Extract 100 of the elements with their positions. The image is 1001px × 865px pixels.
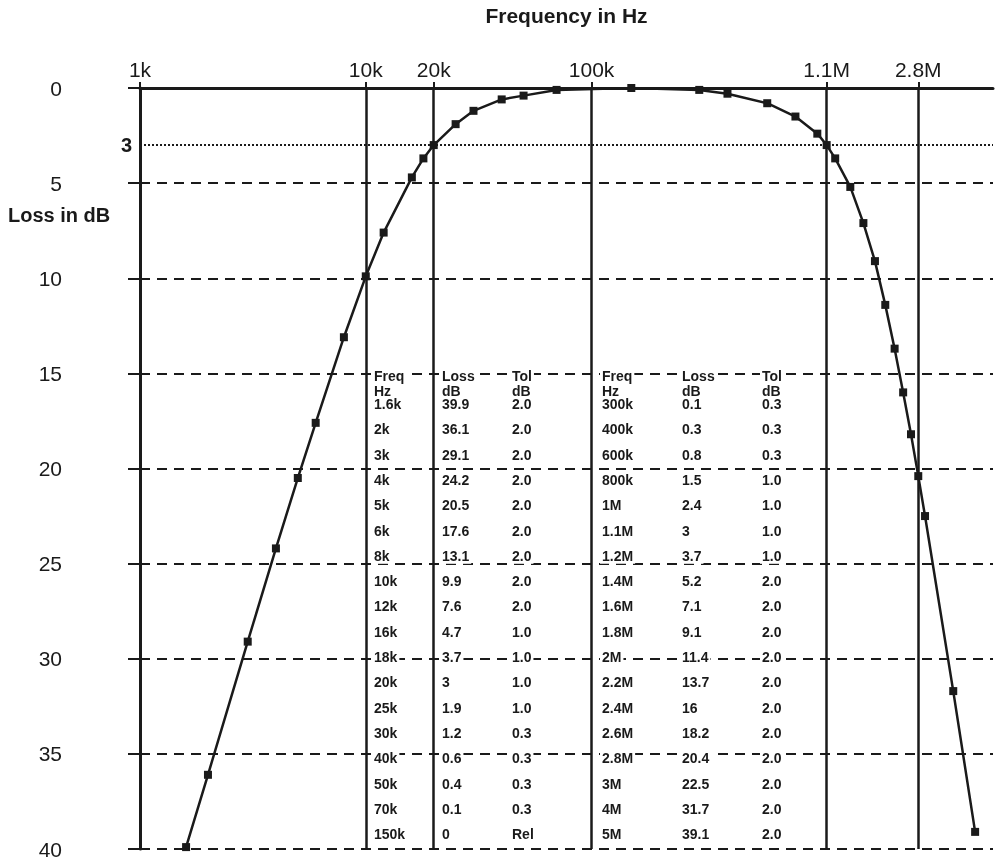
annotation: 24.2 — [442, 471, 470, 488]
annotation: 17.6 — [442, 522, 470, 539]
annotation: Hz — [602, 383, 620, 399]
annotation: 300k — [602, 396, 634, 412]
annotation: Loss — [682, 368, 715, 384]
x-tick-label: 2.8M — [894, 58, 942, 81]
annotation: Rel — [512, 826, 534, 843]
annotation: 7.6 — [442, 598, 462, 615]
annotation: 0.6 — [442, 750, 462, 767]
annotation: 2.0 — [512, 446, 532, 463]
annotation: 5M — [602, 826, 622, 843]
annotation: 3 — [682, 522, 690, 539]
annotation: 3.7 — [442, 649, 462, 665]
annotation: dB — [762, 383, 781, 399]
x-tick-label: 1k — [128, 58, 152, 81]
annotation: 0.3 — [512, 800, 532, 817]
annotation: 1.5 — [682, 471, 702, 488]
annotation: 20.5 — [442, 497, 470, 514]
annotation: 1M — [602, 497, 622, 514]
annotation: 2.0 — [512, 522, 532, 539]
annotation: 4M — [602, 800, 622, 817]
annotation: 39.1 — [682, 826, 710, 843]
annotation: dB — [682, 383, 701, 399]
annotation: 9.9 — [442, 573, 462, 590]
annotation: 1.6M — [602, 598, 634, 615]
y-tick-label: 25 — [38, 552, 62, 576]
annotation: 2.0 — [762, 724, 782, 741]
annotation: 800k — [602, 471, 634, 488]
annotation: 4k — [374, 471, 390, 488]
annotation: 400k — [602, 421, 634, 438]
annotation: 0.4 — [442, 775, 462, 792]
annotation: 3k — [374, 446, 390, 463]
x-tick-label: 10k — [348, 58, 384, 81]
annotation: 2.0 — [512, 471, 532, 488]
annotation: 31.7 — [682, 800, 710, 817]
annotation: 1.0 — [762, 497, 782, 514]
annotation: 1.0 — [762, 547, 782, 564]
annotation: 1.1M — [602, 522, 634, 539]
annotation: 20k — [374, 674, 398, 691]
annotation: 2.0 — [762, 800, 782, 817]
annotation: Loss — [442, 368, 475, 384]
annotation: 12k — [374, 598, 398, 615]
annotation: 0.3 — [512, 750, 532, 767]
annotation: 2.4 — [682, 497, 702, 514]
annotation: 5k — [374, 497, 390, 514]
annotation: 0.1 — [682, 396, 702, 412]
y-tick-label: 30 — [38, 647, 62, 671]
annotation: 1.0 — [512, 623, 532, 640]
annotation: 1.8M — [602, 623, 634, 640]
annotation: 2.0 — [762, 674, 782, 691]
y-axis-title: Loss in dB — [8, 204, 111, 226]
y-tick-label: 10 — [38, 266, 62, 290]
annotation: 2.0 — [762, 573, 782, 590]
annotation: 0.3 — [762, 446, 782, 463]
ref-line-label: 3 — [120, 134, 132, 157]
annotation: 13.1 — [442, 547, 470, 564]
y-tick-label: 20 — [38, 457, 62, 480]
annotation: 0.3 — [762, 396, 782, 412]
annotation: 6k — [374, 522, 390, 539]
annotation: 30k — [374, 724, 398, 741]
annotation: 3M — [602, 775, 622, 792]
annotation: 9.1 — [682, 623, 702, 640]
y-tick-label: 40 — [38, 837, 62, 861]
annotation: 20.4 — [682, 750, 710, 767]
annotation: 1.4M — [602, 573, 634, 590]
annotation: 29.1 — [442, 446, 470, 463]
annotation: 0.3 — [682, 421, 702, 438]
annotation: 2.0 — [762, 775, 782, 792]
annotation: 25k — [374, 699, 398, 716]
annotation: 18k — [374, 649, 398, 665]
annotation: 11.4 — [682, 649, 709, 665]
annotation: 0.8 — [682, 446, 702, 463]
annotation: Hz — [374, 383, 392, 399]
annotation: 1.0 — [762, 522, 782, 539]
y-tick-label: 35 — [38, 742, 62, 766]
annotation: 1.9 — [442, 699, 462, 716]
annotation: 2.0 — [762, 826, 782, 843]
annotation: 150k — [374, 826, 406, 843]
annotation: 22.5 — [682, 775, 710, 792]
annotation: 2.0 — [762, 623, 782, 640]
annotation: 2.0 — [512, 396, 532, 412]
y-tick-label: 0 — [50, 76, 62, 100]
annotation: 2.0 — [762, 699, 782, 716]
annotation: 0.3 — [512, 775, 532, 792]
y-tick-label: 15 — [38, 361, 62, 385]
annotation: 10k — [374, 573, 398, 590]
annotation: 8k — [374, 547, 390, 564]
annotation: 39.9 — [442, 396, 470, 412]
x-axis-title: Frequency in Hz — [485, 4, 648, 27]
y-tick-label: 5 — [50, 171, 62, 195]
annotation: 1.6k — [374, 396, 402, 412]
annotation: dB — [442, 383, 461, 399]
annotation: 2.0 — [762, 649, 782, 665]
annotation: Tol — [762, 368, 782, 384]
annotation: 2k — [374, 421, 390, 438]
x-tick-label: 1.1M — [803, 58, 850, 81]
annotation: 16k — [374, 623, 398, 640]
x-tick-label: 100k — [568, 58, 615, 81]
annotation: 2.2M — [602, 674, 634, 691]
annotation: Freq — [602, 368, 633, 384]
